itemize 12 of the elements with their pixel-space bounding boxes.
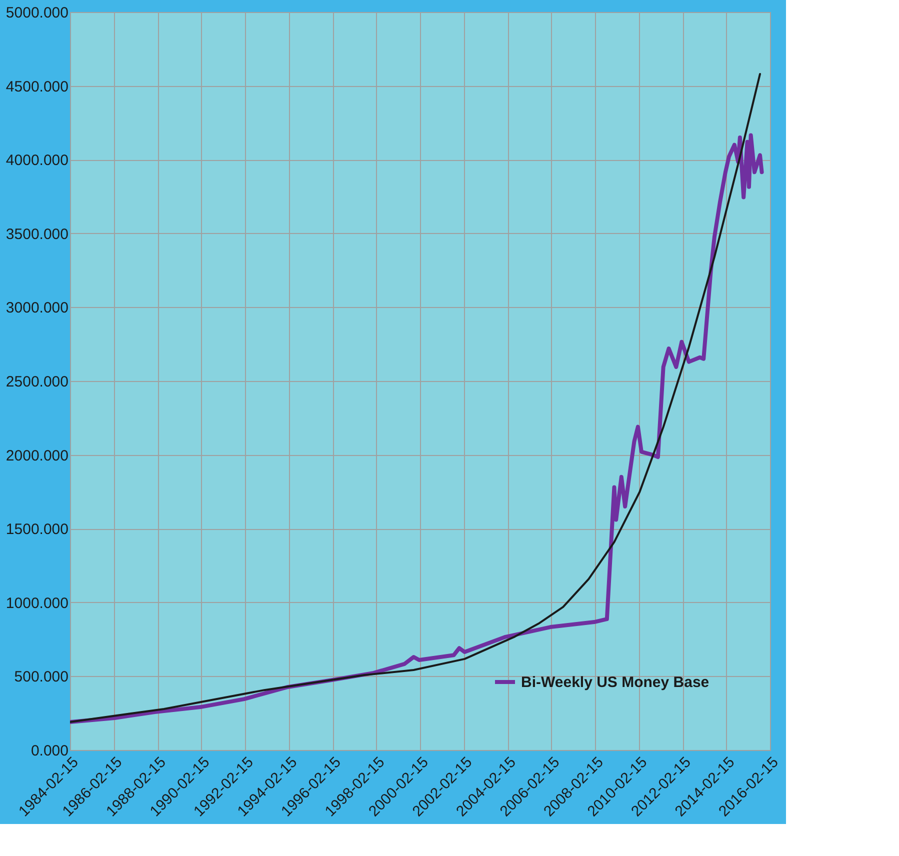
y-tick-label: 0.000	[30, 742, 68, 760]
y-tick-label: 2500.000	[6, 374, 68, 390]
y-tick-label: 500.000	[14, 668, 68, 686]
y-tick-label: 2000.000	[6, 447, 68, 464]
y-tick-label: 3000.000	[6, 300, 68, 317]
y-tick-label: 5000.000	[6, 4, 68, 22]
y-tick-label: 1000.000	[6, 594, 68, 612]
y-tick-label: 4000.000	[6, 152, 68, 170]
legend-label: Bi-Weekly US Money Base	[521, 674, 710, 691]
y-tick-label: 1500.000	[6, 521, 68, 538]
y-tick-label: 4500.000	[6, 78, 68, 96]
y-tick-label: 3500.000	[6, 226, 68, 243]
